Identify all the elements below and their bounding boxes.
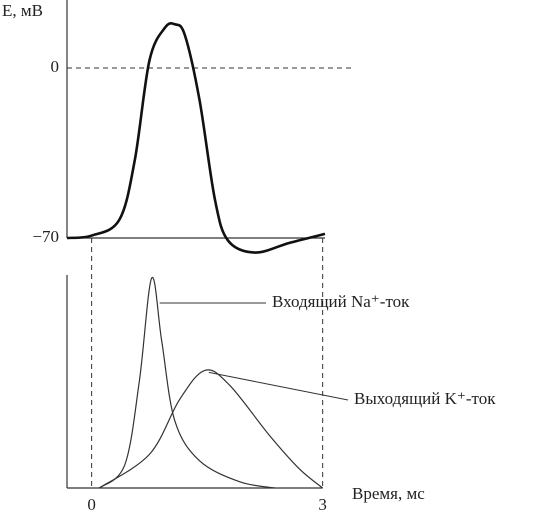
current-line — [98, 277, 276, 489]
y-tick-label: 0 — [51, 57, 60, 76]
leader-line — [208, 371, 349, 401]
x-tick-label: 3 — [318, 495, 327, 514]
x-tick-label: 0 — [87, 495, 96, 514]
y-tick-label: −70 — [32, 227, 59, 246]
y-axis-label: E, мВ — [2, 1, 43, 20]
series-label: Входящий Na⁺-ток — [272, 292, 410, 311]
potential-line — [66, 22, 326, 254]
series-label: Выходящий K⁺-ток — [354, 389, 496, 408]
x-axis-label: Время, мс — [352, 484, 425, 503]
